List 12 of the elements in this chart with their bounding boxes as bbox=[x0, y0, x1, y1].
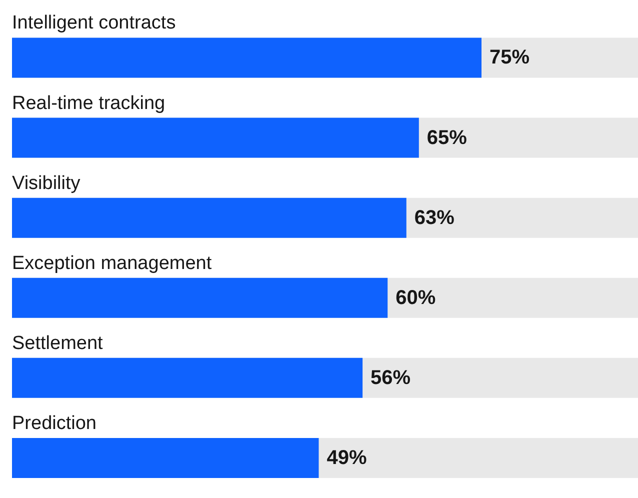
data-label: 60% bbox=[396, 286, 436, 309]
y-tick-label: Visibility bbox=[12, 172, 81, 194]
y-tick-label: Prediction bbox=[12, 412, 96, 434]
data-label: 56% bbox=[370, 366, 411, 389]
data-label: 75% bbox=[490, 46, 530, 69]
data-label: 63% bbox=[414, 206, 455, 229]
y-tick-label: Exception management bbox=[12, 252, 212, 274]
y-tick-label: Real-time tracking bbox=[12, 92, 166, 114]
y-tick-label: Settlement bbox=[12, 332, 104, 354]
data-label: 49% bbox=[326, 446, 367, 469]
data-label: 65% bbox=[426, 126, 468, 149]
y-tick-label: Intelligent contracts bbox=[12, 12, 176, 34]
